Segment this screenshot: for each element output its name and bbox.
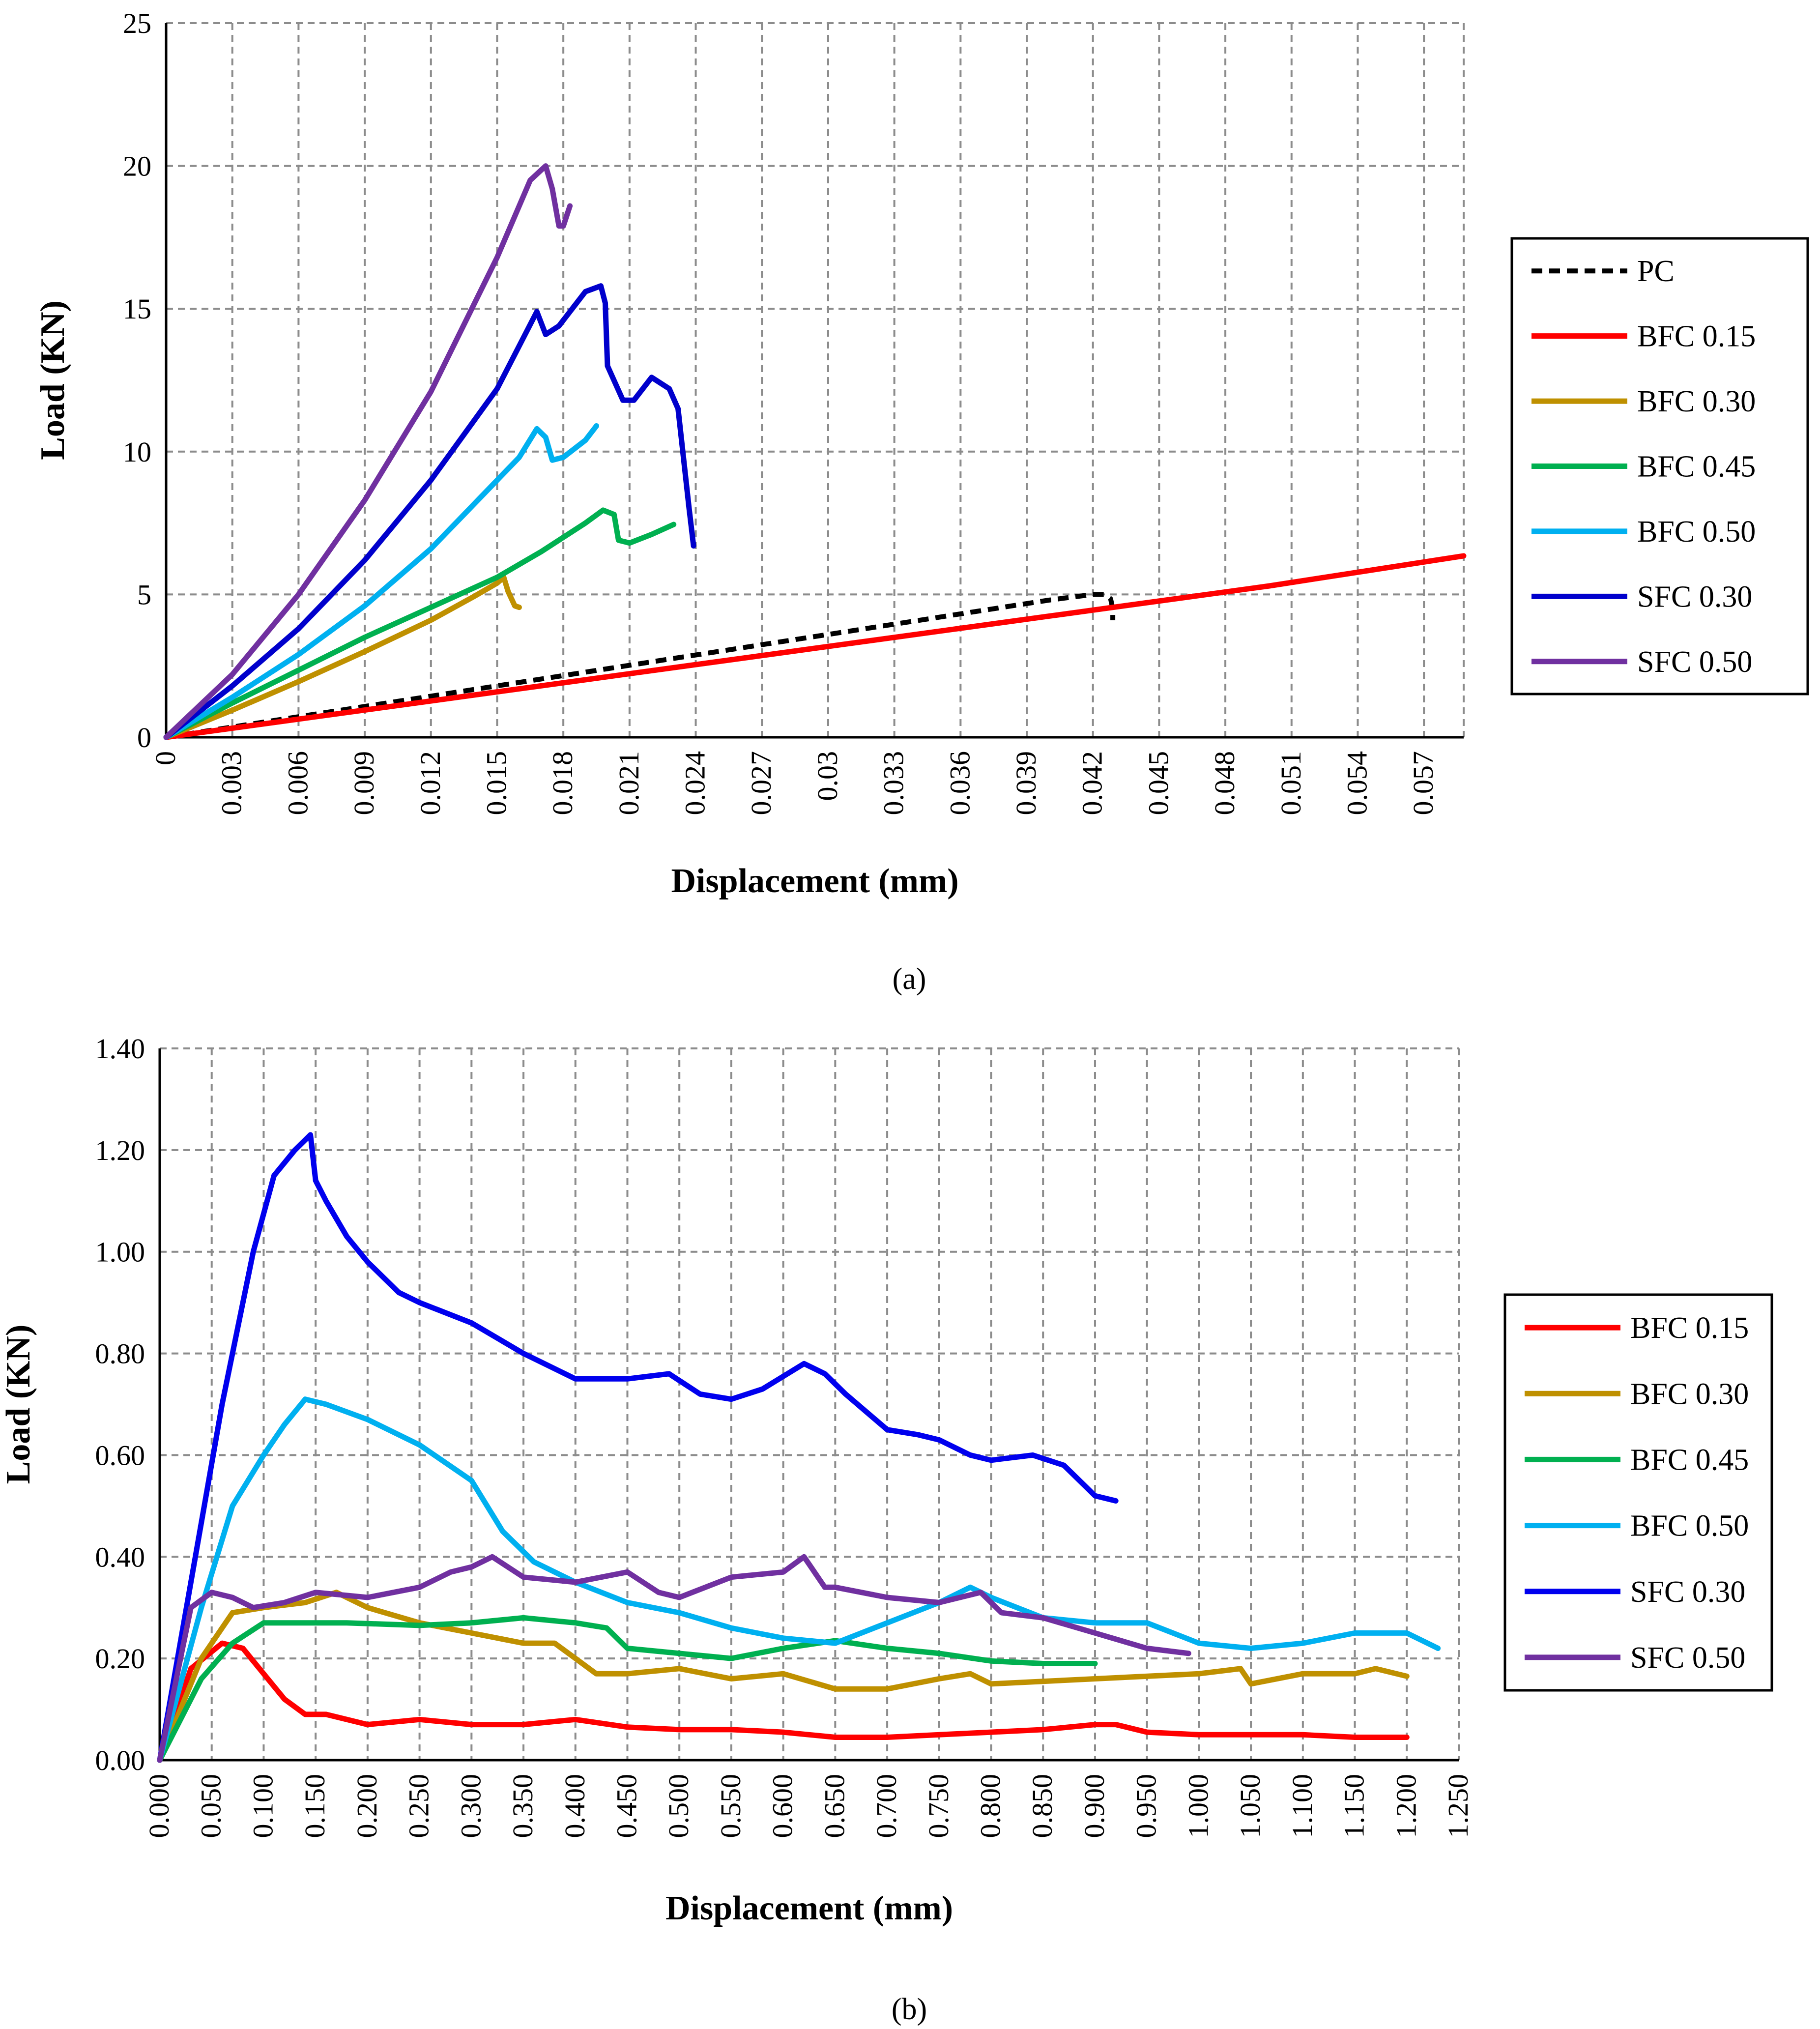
- x-tick-label: 0.021: [613, 751, 645, 815]
- legend-label: BFC 0.15: [1637, 320, 1756, 353]
- x-tick-label: 0.024: [679, 751, 711, 815]
- series-line-bfc-0-15: [163, 553, 1467, 740]
- x-axis-title: Displacement (mm): [665, 1889, 953, 1927]
- y-tick-label: 10: [123, 436, 151, 468]
- x-tick-label: 1.000: [1182, 1774, 1214, 1838]
- y-tick-label: 1.00: [95, 1236, 145, 1268]
- x-tick-label: 0.051: [1275, 751, 1307, 815]
- caption-a: (a): [893, 962, 926, 996]
- x-tick-label: 0.150: [299, 1774, 331, 1838]
- y-tick-label: 25: [123, 7, 151, 39]
- x-tick-label: 0.018: [547, 751, 578, 815]
- x-tick-label: 0.033: [878, 751, 910, 815]
- y-tick-label: 15: [123, 293, 151, 325]
- x-tick-label: 1.200: [1390, 1774, 1422, 1838]
- legend-label: PC: [1637, 255, 1675, 288]
- x-tick-label: 0.050: [195, 1774, 227, 1838]
- x-tick-label: 0.500: [663, 1774, 694, 1838]
- x-tick-label: 0.057: [1407, 751, 1439, 815]
- x-tick-label: 0.003: [216, 751, 248, 815]
- chart-b: 0.000 0.050 0.100 0.150 0.200 0.250 0.300 0.350…: [0, 1033, 1773, 1927]
- series-line-sfc-0-50: [157, 1554, 1191, 1763]
- x-tick-label: 0.100: [247, 1774, 279, 1838]
- x-tick-label: 1.050: [1234, 1774, 1266, 1838]
- y-tick-label: 20: [123, 150, 151, 182]
- x-tick-label: 1.150: [1338, 1774, 1370, 1838]
- x-tick-label: 0.009: [348, 751, 380, 815]
- x-tick-label: 0.039: [1010, 751, 1042, 815]
- x-tick-label: 0.045: [1142, 751, 1174, 815]
- series-line-bfc-0-50: [163, 423, 599, 740]
- x-tick-label: 0.650: [818, 1774, 850, 1838]
- x-tick-label: 0.027: [745, 751, 777, 815]
- x-tick-label: 0.850: [1026, 1774, 1058, 1838]
- caption-b: (b): [892, 1993, 927, 2026]
- legend-label: BFC 0.45: [1637, 450, 1756, 484]
- x-tick-label: 0.200: [351, 1774, 383, 1838]
- series-line-sfc-0-30: [163, 283, 696, 740]
- x-tick-label: 0.700: [870, 1774, 902, 1838]
- series-line-sfc-0-30: [157, 1132, 1119, 1763]
- y-axis-title: Load (KN): [34, 300, 72, 460]
- legend-label: BFC 0.30: [1637, 385, 1756, 418]
- x-tick-label: 1.250: [1442, 1774, 1474, 1838]
- x-tick-label: 0.450: [610, 1774, 642, 1838]
- series-line-bfc-0-15: [157, 1640, 1410, 1763]
- x-tick-label: 1.100: [1286, 1774, 1318, 1838]
- legend-label: BFC 0.30: [1630, 1377, 1749, 1411]
- legend-label: SFC 0.30: [1637, 580, 1752, 613]
- y-tick-label: 1.40: [95, 1033, 145, 1065]
- y-tick-label: 0.80: [95, 1338, 145, 1370]
- legend-box: [1503, 1293, 1773, 1692]
- y-tick-label: 0.40: [95, 1541, 145, 1573]
- x-tick-label: 0.350: [507, 1774, 539, 1838]
- legend-label: BFC 0.45: [1630, 1443, 1749, 1477]
- series-line-bfc-0-30: [163, 575, 522, 740]
- series-line-pc: [166, 592, 1116, 740]
- x-tick-label: 0.900: [1078, 1774, 1110, 1838]
- y-axis-title: Load (KN): [0, 1325, 37, 1484]
- x-tick-label: 0.042: [1076, 751, 1108, 815]
- series-line-sfc-0-50: [163, 163, 573, 740]
- legend-label: SFC 0.50: [1630, 1641, 1745, 1675]
- x-tick-label: 0.006: [282, 751, 314, 815]
- x-tick-label: 0.03: [811, 751, 843, 801]
- y-tick-label: 0.60: [95, 1439, 145, 1471]
- y-tick-label: 1.20: [95, 1134, 145, 1166]
- x-tick-label: 0.015: [480, 751, 512, 815]
- x-tick-label: 0.600: [767, 1774, 799, 1838]
- legend-label: SFC 0.50: [1637, 645, 1752, 679]
- x-tick-label: 0.036: [944, 751, 976, 815]
- legend-label: BFC 0.15: [1630, 1311, 1749, 1345]
- y-tick-label: 0.00: [95, 1744, 145, 1776]
- x-tick-label: 0.550: [715, 1774, 747, 1838]
- x-tick-label: 0.250: [403, 1774, 435, 1838]
- series-line-bfc-0-45: [157, 1615, 1098, 1763]
- series-line-bfc-0-50: [157, 1396, 1441, 1763]
- x-tick-label: 0.054: [1341, 751, 1373, 815]
- x-tick-label: 0.300: [455, 1774, 487, 1838]
- chart-a: 0 0.003 0.006 0.009 0.012 0.015 0.018 0.021 0.02…: [34, 7, 1809, 900]
- x-tick-label: 0.012: [414, 751, 446, 815]
- x-tick-label: 0.000: [143, 1774, 175, 1838]
- x-tick-label: 0: [149, 751, 181, 765]
- y-tick-label: 0: [137, 722, 151, 754]
- series-line-bfc-0-45: [163, 507, 677, 740]
- x-axis-title: Displacement (mm): [671, 862, 958, 900]
- x-tick-label: 0.750: [923, 1774, 954, 1838]
- y-tick-label: 0.20: [95, 1643, 145, 1675]
- x-tick-label: 0.950: [1130, 1774, 1162, 1838]
- legend-label: BFC 0.50: [1637, 515, 1756, 549]
- x-tick-label: 0.800: [975, 1774, 1007, 1838]
- legend-label: BFC 0.50: [1630, 1509, 1749, 1543]
- x-tick-label: 0.400: [559, 1774, 591, 1838]
- x-tick-label: 0.048: [1209, 751, 1241, 815]
- y-tick-label: 5: [137, 579, 151, 610]
- legend-label: SFC 0.30: [1630, 1575, 1745, 1609]
